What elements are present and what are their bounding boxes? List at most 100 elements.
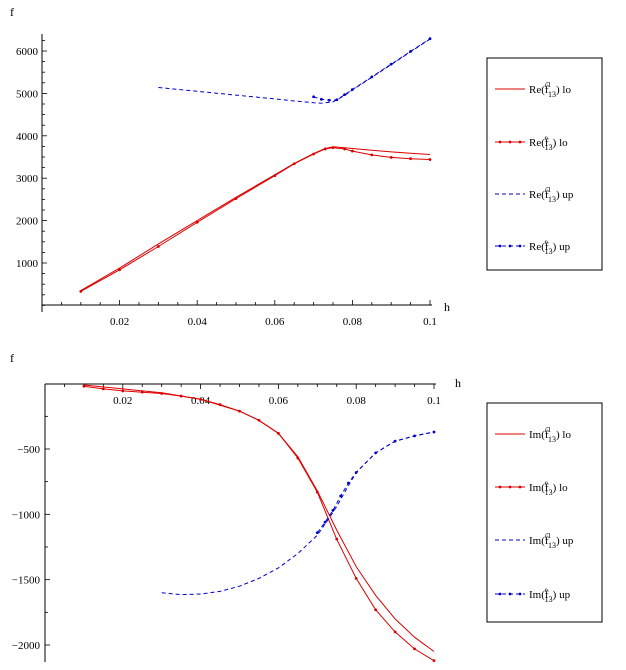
legend: Im(fε̂1 13) lo Im(fe 13) lo Im(fε̂1 13) up Im(… <box>486 402 603 623</box>
series-2-point <box>331 146 335 150</box>
x-axis-label: h <box>455 376 461 390</box>
series-2-point <box>335 537 339 541</box>
series-4-point <box>319 97 323 101</box>
series-line-4 <box>316 431 435 533</box>
series-line-2 <box>83 385 435 662</box>
series-4-point <box>323 520 327 524</box>
series-2-point <box>312 152 315 156</box>
series-2-point <box>374 608 378 612</box>
y-tick-label: −2000 <box>12 640 41 652</box>
legend-swatch-marker <box>508 244 512 248</box>
series-4-point <box>393 439 397 443</box>
legend-label-2: Re(fe 13) lo <box>529 134 568 152</box>
y-tick-label: −1000 <box>12 509 41 521</box>
series-2-point <box>323 147 327 151</box>
series-2-point <box>273 174 277 178</box>
series-4-point <box>428 37 432 41</box>
legend-label-3: Im(fε̂1 13) up <box>529 532 574 550</box>
series-2-point <box>82 384 86 388</box>
y-tick-label: 4000 <box>16 131 39 143</box>
x-tick-label: 0.02 <box>113 395 132 407</box>
chart-1: 0.02 0.04 0.06 0.08 0.1 1000 2000 3000 4000 5000 6… <box>10 5 603 328</box>
series-2-point <box>157 245 160 248</box>
y-tick-label: −1500 <box>12 575 41 587</box>
series-4-point <box>339 494 343 498</box>
series-4-point <box>327 98 331 102</box>
series-4-point <box>343 93 347 97</box>
series-2-point <box>160 392 164 395</box>
x-tick-label: 0.1 <box>423 316 437 328</box>
series-4-point <box>335 98 339 102</box>
series-2-point <box>351 149 354 153</box>
series-4-point <box>331 509 335 512</box>
series-4-point <box>432 430 436 434</box>
series-2-point <box>354 576 358 580</box>
series-4-point <box>370 75 374 79</box>
series-line-1 <box>80 146 431 292</box>
x-tick-label: 0.08 <box>343 316 363 328</box>
series-2-point <box>218 403 222 406</box>
series-4-point <box>354 471 358 474</box>
series-2-point <box>277 431 280 435</box>
legend-label-4: Re(fe 13) up <box>529 238 571 256</box>
y-tick-label: 1000 <box>16 258 39 270</box>
x-tick-label: 0.08 <box>347 395 367 407</box>
legend-swatch-marker <box>508 485 512 489</box>
series-4-point <box>315 531 319 535</box>
legend-swatch-marker <box>498 244 502 248</box>
series-2-point <box>238 409 241 413</box>
y-tick-label: 2000 <box>16 216 39 228</box>
legend-swatch-marker <box>508 140 512 144</box>
series-4-point <box>374 451 378 455</box>
series-2-point <box>389 156 393 159</box>
y-tick-label: 5000 <box>16 88 39 100</box>
legend-swatch-marker <box>498 485 502 489</box>
series-line-4 <box>313 38 431 101</box>
series-2-point <box>432 659 436 663</box>
x-tick-label: 0.06 <box>265 316 285 328</box>
x-tick-label: 0.1 <box>427 395 441 407</box>
legend-swatch-marker <box>518 485 522 489</box>
legend-swatch-marker <box>508 592 512 596</box>
series-2-point <box>79 290 83 293</box>
y-tick-label: 3000 <box>16 173 39 185</box>
legend-swatch-marker <box>498 140 502 144</box>
series-2-point <box>370 153 374 157</box>
series-2-point <box>234 197 238 200</box>
series-2-point <box>121 389 125 393</box>
legend: Re(fε̂1 13) lo Re(fe 13) lo Re(fε̂1 13) up Re(… <box>486 57 603 271</box>
series-2-point <box>409 157 412 161</box>
legend-box <box>486 57 603 271</box>
x-tick-label: 0.02 <box>110 316 129 328</box>
series-2-point <box>118 268 121 272</box>
series-2-point <box>101 387 105 391</box>
legend-swatch-marker <box>518 244 522 248</box>
y-tick-label: −500 <box>17 444 40 456</box>
series-line-1 <box>83 384 435 652</box>
x-tick-label: 0.06 <box>269 395 289 407</box>
y-axis-label: f <box>10 351 14 365</box>
legend-label-1: Re(fε̂1 13) lo <box>529 81 571 99</box>
series-2-point <box>292 162 296 166</box>
y-axis-label: f <box>10 5 14 19</box>
series-2-point <box>140 390 144 394</box>
legend-label-3: Re(fε̂1 13) up <box>529 186 574 204</box>
series-2-point <box>315 490 319 494</box>
legend-swatch-marker <box>518 592 522 596</box>
series-4-point <box>413 434 416 438</box>
x-tick-label: 0.04 <box>188 316 208 328</box>
series-4-point <box>312 95 315 99</box>
series-2-point <box>195 220 199 224</box>
series-4-point <box>351 88 354 91</box>
x-axis-label: h <box>444 300 450 314</box>
series-2-point <box>257 418 261 422</box>
legend-label-2: Im(fe 13) lo <box>529 479 568 497</box>
series-4-point <box>347 481 350 485</box>
series-2-point <box>199 397 203 401</box>
series-2-point <box>393 630 397 634</box>
series-line-3 <box>158 38 431 104</box>
y-tick-label: 6000 <box>16 46 39 58</box>
series-2-point <box>343 147 347 151</box>
legend-box <box>486 402 603 623</box>
